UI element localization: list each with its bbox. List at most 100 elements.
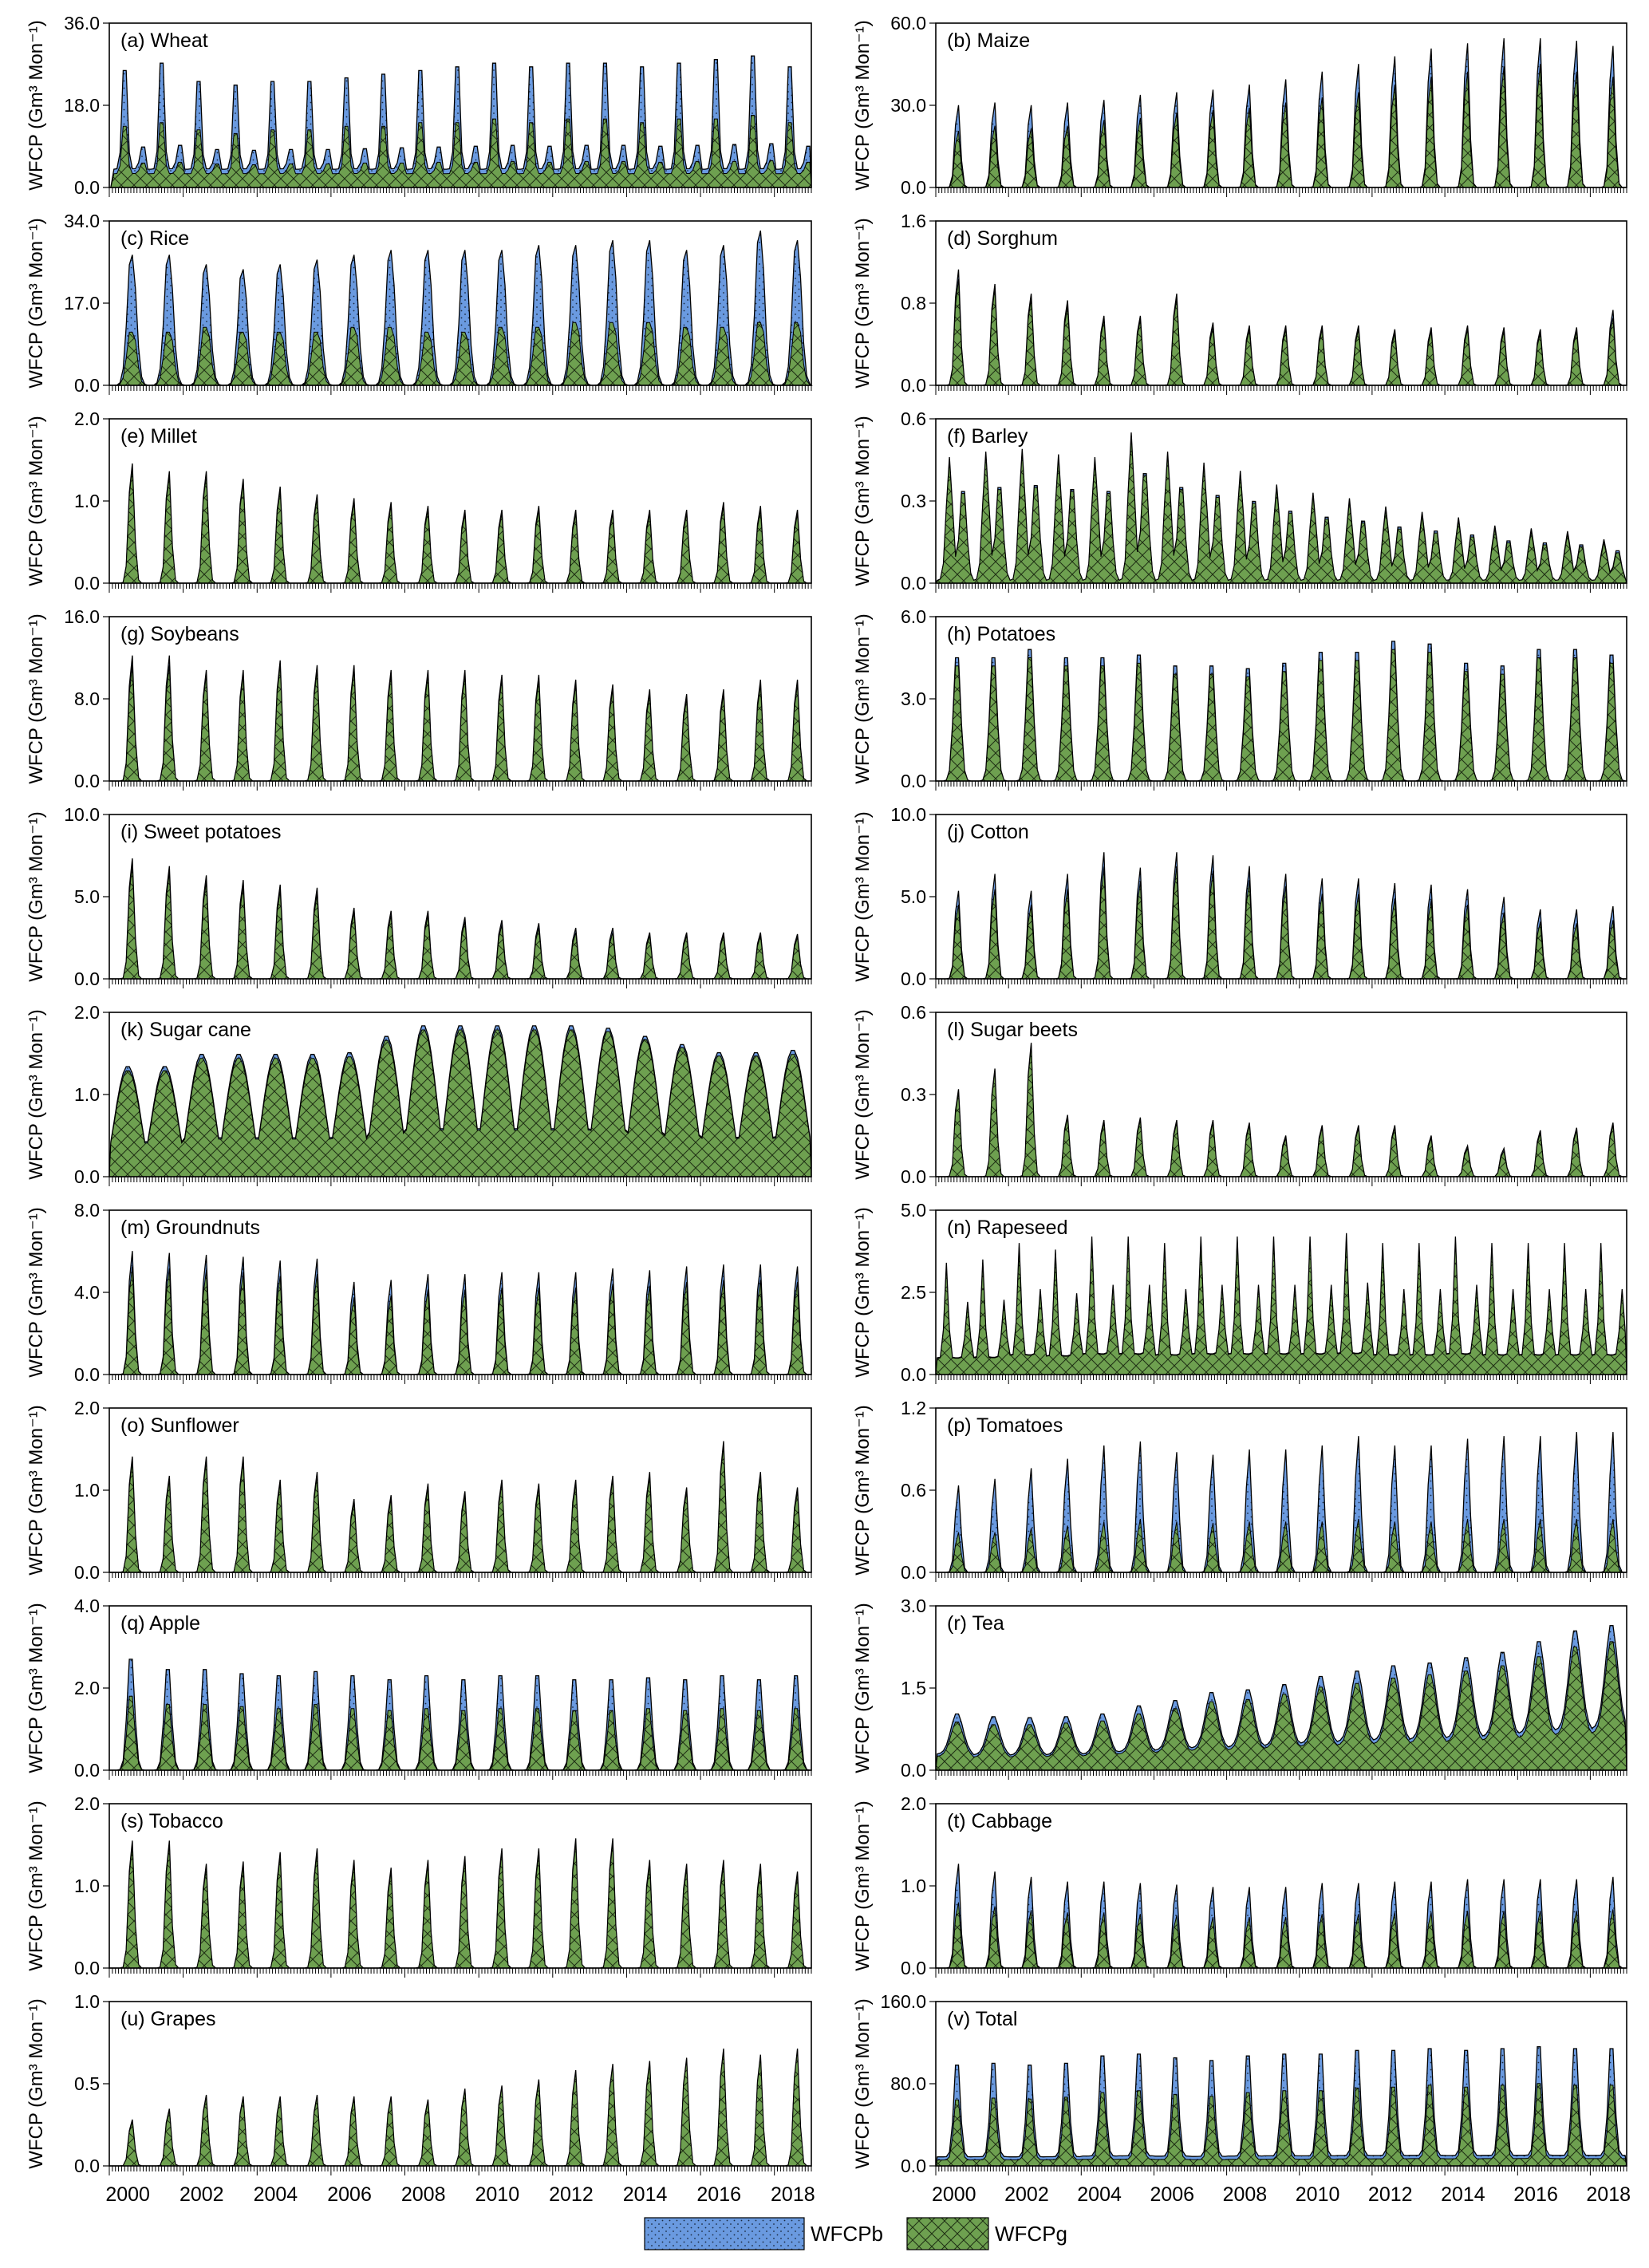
y-tick-label-s: 2.0 [74, 1793, 100, 1814]
x-ticks-e [108, 583, 812, 593]
x-ticks-j [935, 979, 1627, 988]
series-wfcp-g-l [936, 1045, 1627, 1177]
y-tick-label-f: 0.3 [901, 491, 926, 511]
y-tick-label-s: 0.0 [74, 1958, 100, 1978]
y-tick-label-p: 0.0 [901, 1562, 926, 1583]
x-tick-label-v: 2018 [1586, 2183, 1631, 2206]
y-tick-label-i: 5.0 [74, 886, 100, 907]
panel-title-s: (s) Tobacco [120, 1810, 223, 1832]
panel-title-i: (i) Sweet potatoes [120, 821, 282, 843]
series-wfcp-g-h [936, 649, 1627, 782]
y-tick-label-g: 8.0 [74, 688, 100, 709]
panel-title-m: (m) Groundnuts [120, 1217, 260, 1239]
legend-label-wfcp-g: WFCPg [995, 2222, 1067, 2246]
panel-t: 0.0 1.0 2.0 WFCP (Gm³ Mon⁻¹) (t) Cabbage [852, 1793, 1627, 1978]
y-axis-title-g: WFCP (Gm³ Mon⁻¹) [26, 613, 47, 784]
y-tick-label-k: 2.0 [74, 1002, 100, 1023]
y-tick-label-r: 0.0 [901, 1760, 926, 1781]
panel-title-p: (p) Tomatoes [947, 1414, 1063, 1437]
panel-title-b: (b) Maize [947, 30, 1030, 52]
y-tick-label-q: 4.0 [74, 1595, 100, 1616]
x-ticks-q [108, 1770, 812, 1780]
y-tick-label-t: 1.0 [901, 1876, 926, 1896]
y-tick-label-h: 6.0 [901, 606, 926, 627]
y-tick-label-p: 0.6 [901, 1480, 926, 1501]
x-ticks-f [935, 583, 1627, 593]
y-tick-label-c: 34.0 [64, 211, 100, 231]
y-tick-label-n: 2.5 [901, 1282, 926, 1303]
y-tick-label-j: 5.0 [901, 886, 926, 907]
series-wfcp-g-s [109, 1842, 811, 1969]
y-tick-label-e: 2.0 [74, 408, 100, 429]
y-tick-label-g: 16.0 [64, 606, 100, 627]
y-tick-label-t: 0.0 [901, 1958, 926, 1978]
series-wfcp-g-u [109, 2049, 811, 2167]
x-ticks-o [108, 1572, 812, 1582]
x-ticks-p [935, 1572, 1627, 1582]
x-tick-label-u: 2006 [327, 2183, 372, 2206]
panel-title-q: (q) Apple [120, 1612, 200, 1635]
series-wfcp-g-r [935, 1641, 1627, 1771]
series-wfcp-g-d [936, 278, 1627, 386]
x-tick-label-v: 2002 [1004, 2183, 1049, 2206]
x-tick-label-u: 2004 [254, 2183, 298, 2206]
y-tick-label-o: 0.0 [74, 1562, 100, 1583]
y-axis-title-d: WFCP (Gm³ Mon⁻¹) [852, 218, 874, 389]
x-tick-label-v: 2000 [932, 2183, 976, 2206]
x-tick-label-v: 2006 [1150, 2183, 1194, 2206]
panel-f: 0.0 0.3 0.6 WFCP (Gm³ Mon⁻¹) (f) Barley [852, 408, 1627, 594]
panel-n: 0.0 2.5 5.0 WFCP (Gm³ Mon⁻¹) (n) Rapeseed [852, 1200, 1627, 1385]
panel-q: 0.0 2.0 4.0 WFCP (Gm³ Mon⁻¹) (q) Apple [26, 1595, 812, 1781]
y-tick-label-b: 60.0 [890, 13, 926, 34]
y-tick-label-o: 1.0 [74, 1480, 100, 1501]
panel-v: 0.0 80.0 160.0 WFCP (Gm³ Mon⁻¹) (v) Total 200… [852, 1991, 1631, 2206]
y-tick-label-d: 0.0 [901, 375, 926, 396]
x-ticks-s [108, 1968, 812, 1978]
y-tick-label-m: 4.0 [74, 1282, 100, 1303]
series-wfcp-g-o [109, 1445, 811, 1573]
y-axis-title-j: WFCP (Gm³ Mon⁻¹) [852, 811, 874, 982]
panel-title-k: (k) Sugar cane [120, 1019, 251, 1041]
legend-swatch-wfcp-b [644, 2217, 805, 2250]
panel-b: 0.0 30.0 60.0 WFCP (Gm³ Mon⁻¹) (b) Maize [852, 13, 1627, 198]
x-tick-label-v: 2012 [1368, 2183, 1413, 2206]
panel-k: 0.0 1.0 2.0 WFCP (Gm³ Mon⁻¹) (k) Sugar cane [26, 1002, 812, 1187]
y-tick-label-c: 0.0 [74, 375, 100, 396]
y-tick-label-o: 2.0 [74, 1398, 100, 1418]
x-ticks-t [935, 1968, 1627, 1978]
y-axis-title-h: WFCP (Gm³ Mon⁻¹) [852, 613, 874, 784]
y-axis-title-n: WFCP (Gm³ Mon⁻¹) [852, 1207, 874, 1378]
x-tick-label-v: 2014 [1441, 2183, 1485, 2206]
x-ticks-c [108, 385, 812, 395]
y-axis-title-m: WFCP (Gm³ Mon⁻¹) [26, 1207, 47, 1378]
panel-a: 0.0 18.0 36.0 WFCP (Gm³ Mon⁻¹) (a) Wheat [26, 13, 812, 198]
y-tick-label-j: 10.0 [890, 804, 926, 825]
y-tick-label-r: 3.0 [901, 1595, 926, 1616]
series-wfcp-g-b [936, 64, 1627, 188]
panel-title-r: (r) Tea [947, 1612, 1004, 1635]
series-wfcp-b-v [935, 2046, 1627, 2167]
x-ticks-h [935, 781, 1627, 791]
x-tick-label-u: 2010 [475, 2183, 520, 2206]
y-tick-label-l: 0.3 [901, 1084, 926, 1105]
chart-panels: 0.0 18.0 36.0 WFCP (Gm³ Mon⁻¹) (a) Wheat 0.0 3… [26, 13, 1631, 2206]
y-tick-label-b: 0.0 [901, 177, 926, 198]
panel-l: 0.0 0.3 0.6 WFCP (Gm³ Mon⁻¹) (l) Sugar beets [852, 1002, 1627, 1187]
y-tick-label-v: 80.0 [890, 2073, 926, 2094]
y-tick-label-g: 0.0 [74, 771, 100, 791]
legend: WFCPb WFCPg [644, 2217, 1067, 2250]
y-tick-label-m: 0.0 [74, 1364, 100, 1385]
x-tick-label-u: 2018 [771, 2183, 815, 2206]
x-ticks-a [108, 187, 812, 197]
y-tick-label-p: 1.2 [901, 1398, 926, 1418]
series-wfcp-g-v [935, 2083, 1627, 2167]
y-tick-label-k: 0.0 [74, 1166, 100, 1187]
panel-title-a: (a) Wheat [120, 30, 208, 52]
panel-o: 0.0 1.0 2.0 WFCP (Gm³ Mon⁻¹) (o) Sunflower [26, 1398, 812, 1583]
series-wfcp-b-a [109, 55, 812, 188]
series-wfcp-g-i [109, 864, 811, 980]
y-axis-title-l: WFCP (Gm³ Mon⁻¹) [852, 1009, 874, 1180]
panel-h: 0.0 3.0 6.0 WFCP (Gm³ Mon⁻¹) (h) Potatoes [852, 606, 1627, 791]
y-axis-title-p: WFCP (Gm³ Mon⁻¹) [852, 1405, 874, 1576]
panel-title-f: (f) Barley [947, 425, 1028, 448]
